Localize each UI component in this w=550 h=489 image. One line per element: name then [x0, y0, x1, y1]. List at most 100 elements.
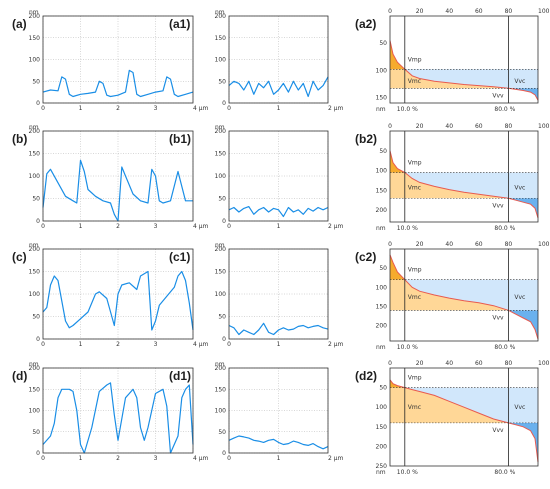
plot-frame: [42, 248, 194, 340]
y-tick-label: 150: [29, 386, 41, 393]
y-tick-label: 100: [29, 408, 41, 415]
x-tick-label: 2: [116, 341, 120, 348]
chart-panel-b1: (b1) nm 0 50 100 150 200 0 1 2 µm: [169, 124, 344, 230]
plot-frame: [389, 130, 539, 223]
x-tick-label: 80: [505, 241, 513, 248]
x-tick-label: 20: [416, 241, 424, 248]
y-tick-label: 150: [376, 304, 388, 311]
x-tick-label: 1: [277, 223, 281, 230]
x-tick-label: 2: [116, 105, 120, 112]
vvv-region: [508, 88, 538, 101]
plot-frame: [228, 367, 329, 454]
y-tick-label: 0: [36, 450, 40, 457]
x-tick-label: 1: [79, 455, 83, 462]
plot-frame: [228, 15, 329, 104]
x-tick-label: 0: [227, 223, 231, 230]
vmc-label: Vmc: [408, 294, 421, 301]
x-tick-label: 3: [154, 223, 158, 230]
mr1-label: 10.0 %: [397, 106, 418, 113]
vmp-region: [390, 368, 405, 388]
y-tick-label: 200: [376, 207, 388, 214]
y-tick-label: 200: [29, 13, 41, 20]
y-tick-label: 150: [376, 187, 388, 194]
x-tick-label: 100 %: [538, 241, 550, 248]
x-tick-label: 0: [41, 341, 45, 348]
y-tick-label: 100: [376, 67, 388, 74]
vmp-label: Vmp: [408, 56, 422, 63]
y-tick-label: 0: [222, 450, 226, 457]
y-tick-label: 0: [36, 336, 40, 343]
x-tick-label: 0: [388, 123, 392, 130]
y-tick-label: 50: [379, 148, 387, 155]
x-tick-label: 60: [475, 123, 483, 130]
x-tick-label: 4 µm: [193, 455, 209, 462]
y-unit-label: nm: [29, 9, 39, 16]
chart-panel-a: (a)nm 0 50 100 150 200 0 1 2 3 4 µm: [12, 9, 209, 112]
y-unit-label: nm: [376, 344, 386, 351]
y-tick-label: 50: [379, 40, 387, 47]
plot-frame: [42, 367, 194, 454]
profile-line: [228, 206, 329, 218]
vmc-region: [390, 172, 509, 199]
y-unit-label: nm: [215, 9, 225, 16]
chart-panel-c1: (c1) nm 0 50 100 150 200 0 1 2 µm: [169, 242, 344, 348]
y-tick-label: 100: [29, 291, 41, 298]
mr2-label: 80.0 %: [494, 106, 515, 113]
x-tick-label: 3: [154, 341, 158, 348]
vmc-region: [390, 279, 509, 311]
x-tick-label: 100 %: [538, 360, 550, 367]
panel-label: (c): [12, 250, 27, 264]
y-tick-label: 200: [376, 443, 388, 450]
y-tick-label: 0: [222, 100, 226, 107]
vvc-region: [390, 172, 538, 199]
mr2-label: 80.0 %: [494, 469, 515, 476]
y-tick-label: 150: [215, 35, 227, 42]
y-tick-label: 50: [218, 429, 226, 436]
x-tick-label: 0: [227, 341, 231, 348]
profile-line: [42, 159, 193, 222]
x-tick-label: 100 %: [538, 8, 550, 15]
y-tick-label: 250: [376, 463, 388, 470]
x-tick-label: 80: [505, 360, 513, 367]
y-tick-label: 50: [32, 314, 40, 321]
vvv-region: [508, 422, 538, 463]
plot-frame: [42, 130, 194, 222]
y-unit-label: nm: [376, 106, 386, 113]
x-tick-label: 40: [445, 241, 453, 248]
y-tick-label: 200: [215, 128, 227, 135]
x-tick-label: 80: [505, 8, 513, 15]
y-tick-label: 200: [215, 13, 227, 20]
mr2-label: 80.0 %: [494, 225, 515, 232]
y-tick-label: 100: [29, 57, 41, 64]
y-tick-label: 150: [215, 151, 227, 158]
vmc-label: Vmc: [408, 404, 421, 411]
y-tick-label: 150: [29, 269, 41, 276]
mr2-label: 80.0 %: [494, 344, 515, 351]
vvv-label: Vvv: [492, 314, 504, 321]
vmc-region: [390, 69, 509, 89]
y-tick-label: 200: [215, 246, 227, 253]
x-tick-label: 2 µm: [328, 223, 344, 230]
panel-label: (a1): [169, 17, 190, 31]
x-tick-label: 3: [154, 105, 158, 112]
vvc-label: Vvc: [514, 294, 525, 301]
y-tick-label: 150: [376, 424, 388, 431]
vvc-label: Vvc: [514, 404, 525, 411]
y-tick-label: 100: [215, 291, 227, 298]
profile-line: [228, 322, 329, 336]
panel-label: (d): [12, 369, 27, 383]
abbott-curve: [389, 150, 539, 219]
vvv-label: Vvv: [492, 202, 504, 209]
x-tick-label: 20: [416, 123, 424, 130]
vmc-label: Vmc: [408, 184, 421, 191]
y-tick-label: 50: [218, 314, 226, 321]
panel-label: (c1): [169, 250, 190, 264]
x-tick-label: 1: [79, 341, 83, 348]
x-tick-label: 40: [445, 360, 453, 367]
plot-frame: [42, 15, 194, 104]
panel-label: (a): [12, 17, 27, 31]
panel-label: (c2): [355, 250, 376, 264]
x-tick-label: 0: [388, 8, 392, 15]
chart-panel-c: (c)nm 0 50 100 150 200 0 1 2 3 4 µm: [12, 242, 209, 348]
